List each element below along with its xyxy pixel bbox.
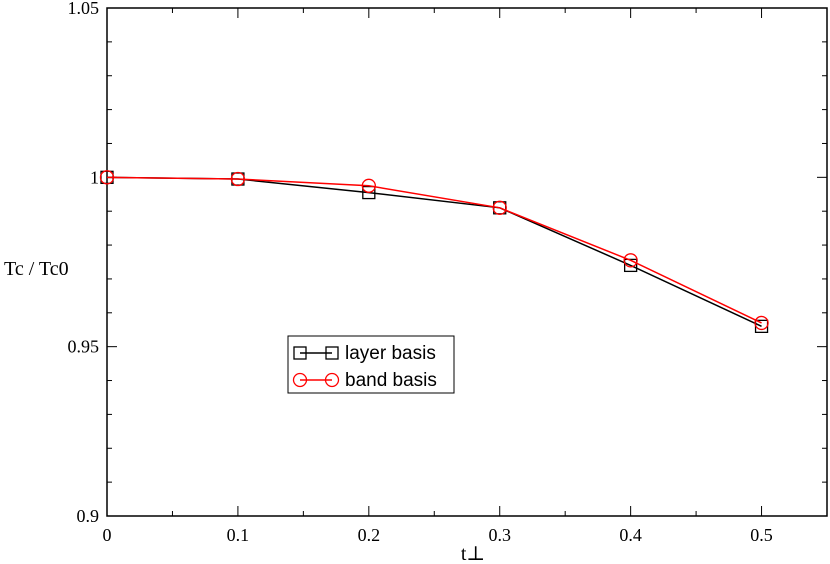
data-point (230, 171, 246, 187)
legend-marker (325, 346, 339, 360)
data-point (361, 178, 376, 193)
legend-label: band basis (345, 370, 437, 391)
y-tick-label: 1 (90, 167, 99, 187)
x-tick-label: 0.5 (750, 525, 773, 545)
legend-entry: band basis (292, 370, 437, 391)
x-tick-label: 0.2 (358, 525, 381, 545)
series-1 (99, 170, 769, 331)
legend-box (287, 335, 455, 394)
series-line (106, 176, 762, 328)
data-point (492, 200, 507, 215)
x-tick-label: 0.4 (619, 525, 642, 545)
data-point (754, 315, 769, 331)
y-tick-labels: 0.9 0.95 1 1.05 (68, 0, 100, 526)
series-0 (100, 170, 769, 333)
legend-marker (292, 372, 308, 388)
x-tick-labels: 0 0.1 0.2 0.3 0.4 0.5 (103, 525, 773, 545)
axis-ticks (106, 7, 828, 517)
data-point (623, 253, 638, 268)
series-group (99, 170, 769, 333)
x-tick-label: 0.3 (488, 525, 511, 545)
x-tick-label: 0.1 (227, 525, 250, 545)
data-point (362, 185, 376, 200)
y-tick-label: 1.05 (68, 0, 100, 18)
legend-entry: layer basis (293, 343, 436, 364)
x-tick-label: 0 (103, 525, 112, 545)
y-axis-label: Tc / Tc0 (4, 258, 69, 280)
y-tick-label: 0.9 (77, 506, 100, 526)
legend-marker (293, 346, 307, 360)
y-tick-label: 0.95 (68, 337, 100, 357)
data-point (99, 170, 115, 185)
legend-label: layer basis (345, 343, 436, 364)
legend: layer basis band basis (287, 335, 455, 394)
x-axis-label: t⊥ (461, 543, 485, 564)
series-line (106, 176, 762, 324)
data-point (623, 258, 638, 273)
legend-marker (324, 372, 340, 388)
plot-frame (106, 7, 828, 517)
